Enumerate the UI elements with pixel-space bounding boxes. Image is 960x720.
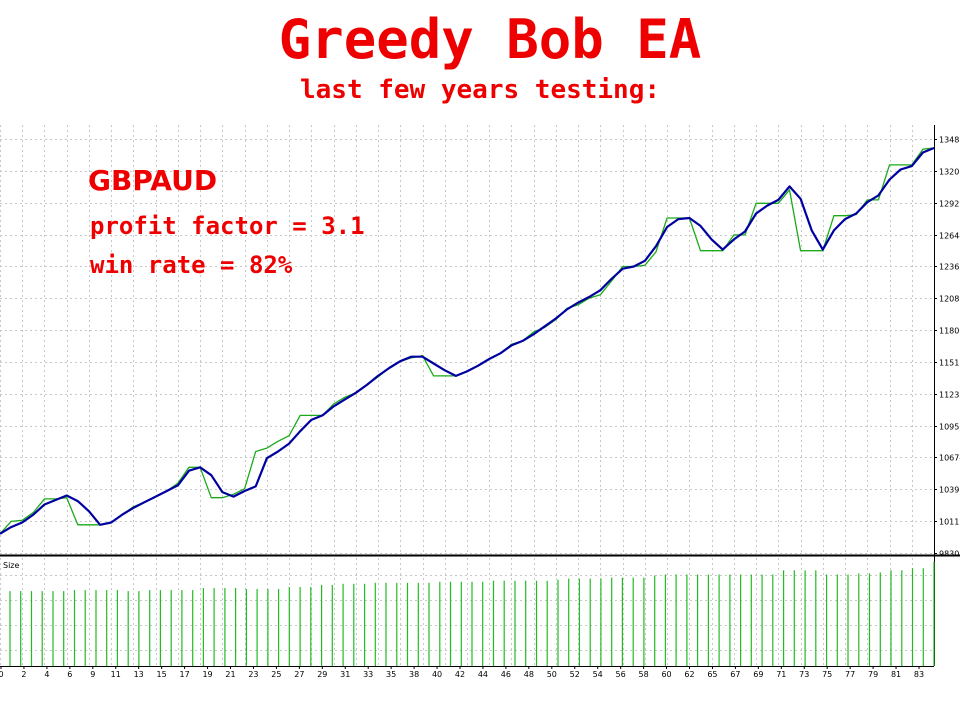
x-tick-label: 62 [684, 670, 694, 679]
y-tick-label: 13207 [939, 168, 960, 177]
chart-grid [0, 125, 935, 666]
y-tick-label: 10393 [939, 486, 960, 495]
x-tick-label: 15 [157, 670, 167, 679]
x-tick-label: 54 [593, 670, 603, 679]
y-tick-label: 9830 [939, 550, 959, 559]
profit-factor-label: profit factor = 3.1 [90, 212, 365, 240]
equity-line [0, 146, 935, 535]
x-tick-label: 33 [363, 670, 373, 679]
x-tick-label: 73 [799, 670, 809, 679]
y-tick-label: 13488 [939, 136, 960, 145]
x-tick-label: 0 [0, 670, 4, 679]
y-tick-label: 11237 [939, 391, 960, 400]
x-tick-label: 56 [616, 670, 626, 679]
x-tick-label: 42 [455, 670, 465, 679]
x-tick-label: 71 [776, 670, 786, 679]
x-tick-label: 19 [202, 670, 212, 679]
x-tick-label: 35 [386, 670, 396, 679]
x-tick-label: 2 [21, 670, 26, 679]
x-tick-label: 4 [44, 670, 49, 679]
chart-subtitle: last few years testing: [299, 75, 661, 105]
x-tick-label: 75 [822, 670, 832, 679]
x-tick-label: 31 [340, 670, 350, 679]
x-axis: 0 2 4 6 9 11 13 15 17 19 21 23 25 27 29 31 33 35 38 40 42 44 4… [0, 666, 924, 679]
x-tick-label: 38 [409, 670, 419, 679]
x-tick-label: 69 [753, 670, 763, 679]
y-tick-label: 10956 [939, 423, 960, 432]
x-tick-label: 17 [180, 670, 190, 679]
x-tick-label: 60 [661, 670, 671, 679]
x-tick-label: 40 [432, 670, 442, 679]
x-tick-label: 67 [730, 670, 740, 679]
currency-pair-label: GBPAUD [88, 164, 218, 197]
x-tick-label: 50 [547, 670, 557, 679]
chart-title: Greedy Bob EA [278, 8, 702, 71]
y-tick-label: 10111 [939, 518, 960, 527]
y-tick-label: 11518 [939, 359, 960, 368]
x-tick-label: 11 [111, 670, 121, 679]
x-tick-label: 21 [225, 670, 235, 679]
size-histogram: Size [3, 561, 935, 666]
x-tick-label: 23 [248, 670, 258, 679]
x-tick-label: 81 [891, 670, 901, 679]
y-tick-label: 12925 [939, 200, 960, 209]
x-tick-label: 83 [914, 670, 924, 679]
x-tick-label: 46 [501, 670, 511, 679]
x-tick-label: 9 [90, 670, 95, 679]
equity-balance-lines [0, 146, 935, 535]
x-tick-label: 52 [570, 670, 580, 679]
x-tick-label: 58 [639, 670, 649, 679]
x-tick-label: 48 [524, 670, 534, 679]
win-rate-label: win rate = 82% [90, 251, 293, 279]
x-tick-label: 65 [707, 670, 717, 679]
y-tick-label: 12644 [939, 232, 960, 241]
x-tick-label: 44 [478, 670, 488, 679]
x-tick-label: 29 [317, 670, 327, 679]
y-tick-label: 12363 [939, 263, 960, 272]
x-tick-label: 79 [868, 670, 878, 679]
y-tick-label: 11800 [939, 327, 960, 336]
x-tick-label: 13 [134, 670, 144, 679]
y-tick-label: 10674 [939, 454, 960, 463]
x-tick-label: 27 [294, 670, 304, 679]
x-tick-label: 6 [67, 670, 72, 679]
x-tick-label: 25 [271, 670, 281, 679]
x-tick-label: 77 [845, 670, 855, 679]
size-panel-label: Size [3, 561, 20, 570]
